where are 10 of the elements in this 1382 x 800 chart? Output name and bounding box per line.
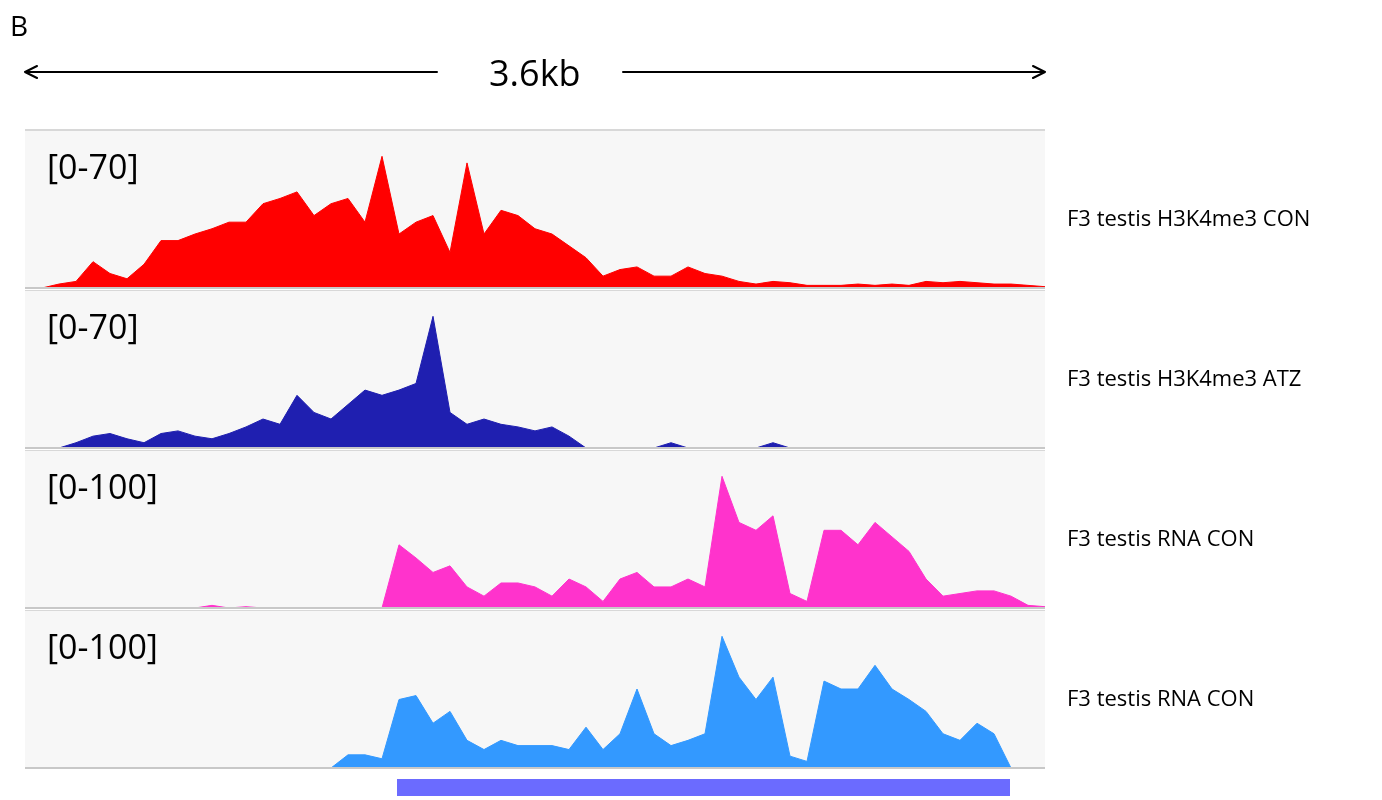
annotation: [0-100] xyxy=(47,623,158,669)
text: F3 testis H3K4me3 CON xyxy=(1067,202,1311,232)
text: F3 testis RNA CON xyxy=(1067,682,1255,712)
annotation: [0-70] xyxy=(47,303,139,349)
chart-title: B xyxy=(10,6,29,44)
text: F3 testis H3K4me3 ATZ xyxy=(1067,362,1302,392)
annotation: [0-100] xyxy=(47,463,158,509)
annotation: [0-70] xyxy=(47,143,139,189)
chart-subtitle: 3.6kb xyxy=(489,48,581,97)
text: F3 testis RNA CON xyxy=(1067,522,1255,552)
